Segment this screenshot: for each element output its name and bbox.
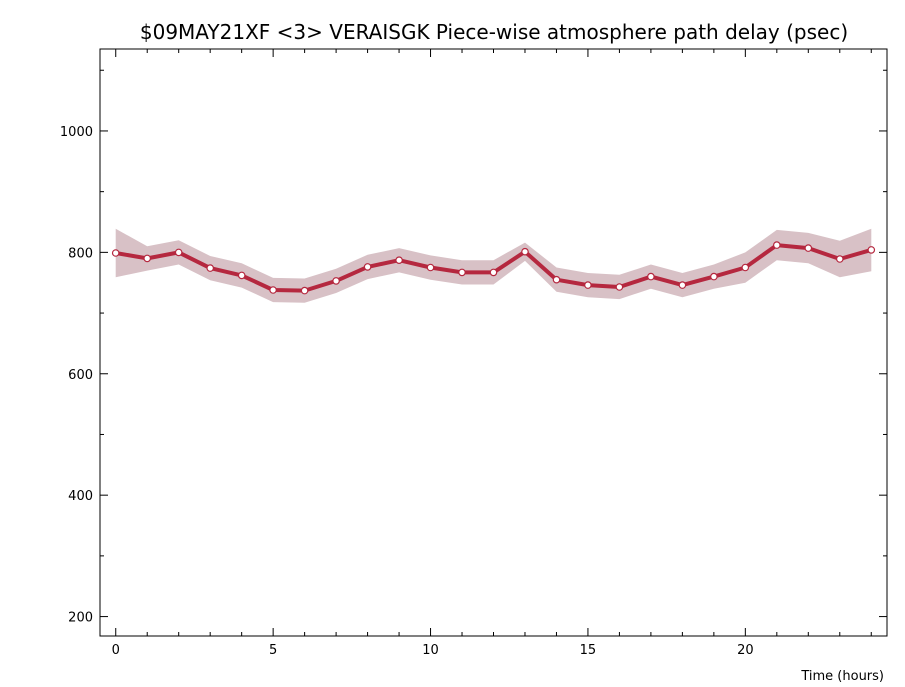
data-point	[584, 281, 592, 289]
data-point	[395, 256, 403, 265]
data-point	[772, 241, 781, 249]
y-tick-label: 200	[68, 611, 93, 626]
x-tick-label: 5	[269, 643, 277, 658]
x-axis-label: Time (hours)	[800, 669, 884, 684]
error-band	[115, 228, 872, 303]
data-point	[489, 268, 498, 277]
data-point	[363, 263, 372, 271]
data-point	[332, 277, 340, 285]
data-point	[521, 247, 529, 256]
data-point	[710, 272, 718, 281]
data-point	[615, 283, 624, 291]
data-point	[678, 281, 687, 289]
y-tick-label: 400	[68, 489, 93, 504]
data-point	[143, 254, 152, 263]
x-tick-label: 10	[422, 643, 439, 658]
data-point	[835, 255, 844, 263]
data-point	[426, 263, 435, 272]
data-point	[647, 272, 655, 281]
x-tick-label: 0	[112, 643, 120, 658]
data-point	[741, 263, 750, 272]
x-tick-label: 15	[580, 643, 597, 658]
y-tick-label: 800	[68, 246, 93, 261]
y-tick-label: 600	[68, 368, 93, 383]
axis-ticks: 0 5 10 15 20 200 400 600 800 1000	[60, 49, 887, 658]
data-point	[269, 286, 277, 294]
data-point	[237, 271, 246, 280]
data-point	[174, 248, 183, 257]
chart-title: $09MAY21XF <3> VERAISGK Piece-wise atmos…	[140, 20, 848, 44]
data-point	[804, 244, 813, 252]
y-tick-label: 1000	[60, 125, 93, 140]
data-point	[111, 249, 120, 257]
data-point	[552, 275, 561, 284]
data-point-layer	[111, 241, 876, 295]
data-point	[300, 286, 309, 295]
data-point	[458, 268, 466, 277]
error-band-layer	[115, 228, 872, 303]
data-point	[867, 246, 876, 254]
data-point	[206, 264, 215, 272]
x-tick-label: 20	[737, 643, 754, 658]
plot-frame	[99, 48, 888, 637]
